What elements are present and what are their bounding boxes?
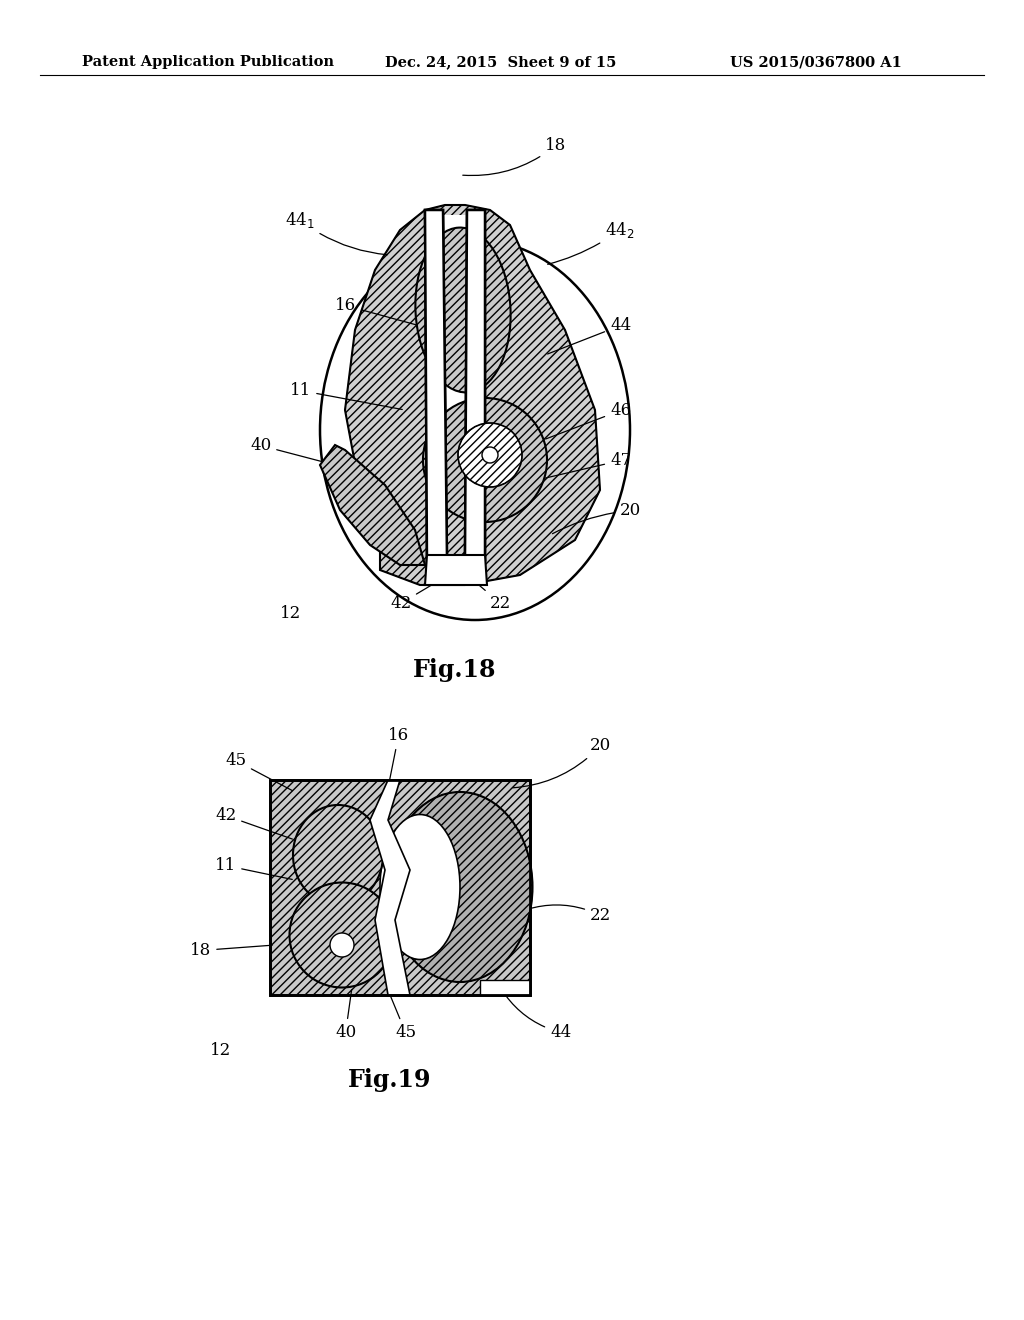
Ellipse shape	[380, 814, 460, 960]
Polygon shape	[425, 554, 487, 585]
Text: 18: 18	[463, 137, 566, 176]
Text: 12: 12	[280, 605, 301, 622]
Circle shape	[330, 933, 354, 957]
Polygon shape	[370, 780, 410, 995]
Text: 44$_2$: 44$_2$	[548, 220, 635, 264]
Text: 12: 12	[210, 1041, 231, 1059]
Text: 44: 44	[548, 317, 631, 354]
Text: Fig.19: Fig.19	[348, 1068, 432, 1092]
Polygon shape	[425, 210, 447, 565]
Text: 44: 44	[502, 990, 571, 1041]
Polygon shape	[319, 445, 425, 565]
Text: Dec. 24, 2015  Sheet 9 of 15: Dec. 24, 2015 Sheet 9 of 15	[385, 55, 616, 69]
Text: 44$_1$: 44$_1$	[285, 210, 387, 255]
Polygon shape	[465, 210, 485, 560]
Text: 42: 42	[215, 807, 293, 840]
Text: 20: 20	[553, 502, 641, 533]
Text: 22: 22	[527, 906, 611, 924]
Polygon shape	[430, 215, 475, 440]
Text: 18: 18	[190, 942, 272, 960]
Polygon shape	[480, 979, 530, 995]
Text: 16: 16	[388, 727, 410, 785]
Text: Fig.18: Fig.18	[414, 657, 497, 682]
Text: 42: 42	[390, 581, 437, 612]
Text: 11: 11	[290, 381, 402, 409]
Circle shape	[458, 422, 522, 487]
Circle shape	[482, 447, 498, 463]
Text: US 2015/0367800 A1: US 2015/0367800 A1	[730, 55, 902, 69]
Text: 40: 40	[335, 990, 356, 1041]
Ellipse shape	[293, 805, 383, 906]
Text: 40: 40	[250, 437, 333, 465]
Ellipse shape	[416, 227, 511, 392]
Text: 22: 22	[475, 582, 511, 612]
Polygon shape	[465, 210, 485, 560]
Polygon shape	[425, 210, 447, 565]
Text: 20: 20	[513, 737, 611, 788]
Text: 45: 45	[389, 993, 416, 1041]
Text: Patent Application Publication: Patent Application Publication	[82, 55, 334, 69]
Text: 47: 47	[540, 451, 631, 479]
Text: 11: 11	[215, 857, 292, 879]
Circle shape	[423, 399, 547, 521]
Polygon shape	[345, 205, 600, 585]
Ellipse shape	[290, 883, 394, 987]
Ellipse shape	[387, 792, 532, 982]
Text: 45: 45	[225, 752, 293, 791]
Text: 16: 16	[335, 297, 432, 329]
Polygon shape	[270, 780, 530, 995]
Text: 46: 46	[546, 403, 631, 440]
